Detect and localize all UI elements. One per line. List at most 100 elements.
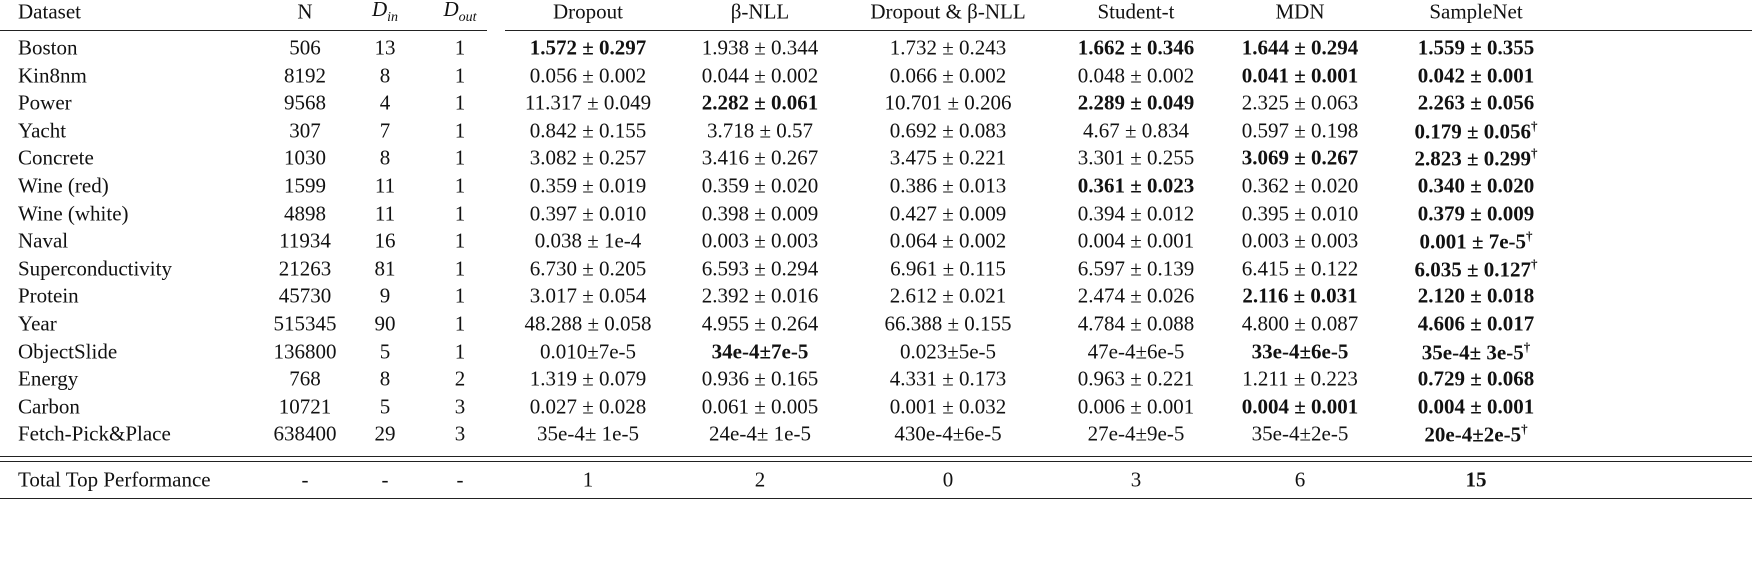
column-header: SampleNet (1429, 0, 1523, 24)
table-cell: 0.004 ± 0.001 (1418, 396, 1535, 417)
table-cell: Boston (18, 35, 78, 60)
table-cell: 0.395 ± 0.010 (1241, 201, 1359, 226)
table-cell: 6.597 ± 0.139 (1077, 256, 1195, 281)
table-cell: 11934 (279, 228, 331, 253)
table-cell: 1.938 ± 0.344 (701, 35, 819, 60)
table-cell: 0.427 ± 0.009 (889, 201, 1007, 226)
footnote-mark: † (1531, 256, 1538, 272)
table-cell: 0.359 ± 0.019 (529, 173, 647, 198)
table-cell-text: 0.004 ± 0.001 (1241, 394, 1359, 419)
table-cell: 2.823 ± 0.299† (1414, 147, 1537, 170)
table-cell: 3 (454, 394, 466, 419)
table-cell: Wine (white) (18, 201, 129, 226)
table-cell: 4898 (284, 201, 326, 226)
table-cell: 136800 (273, 339, 337, 364)
double-rule (0, 461, 1752, 462)
table-cell: 29 (374, 421, 396, 446)
table-cell-text: 0.001 ± 7e-5 (1419, 229, 1527, 254)
table-cell-text: 1.662 ± 0.346 (1077, 35, 1195, 60)
table-cell: 0.004 ± 0.001 (1242, 396, 1359, 417)
table-cell: 307 (289, 118, 321, 143)
column-header: Dropout (553, 0, 623, 24)
table-cell: 35e-4±2e-5 (1251, 421, 1349, 446)
table-cell: 1 (454, 90, 466, 115)
table-cell: 1 (454, 145, 466, 170)
footer-cell: 6 (1294, 467, 1306, 492)
footer-cell-text: 15 (1465, 467, 1487, 492)
table-cell: 33e-4±6e-5 (1252, 341, 1349, 362)
table-cell: 4.800 ± 0.087 (1241, 311, 1359, 336)
table-cell: 1 (454, 311, 466, 336)
column-header: Student-t (1097, 0, 1175, 24)
table-cell: 2.263 ± 0.056 (1417, 90, 1535, 115)
table-cell: 3.082 ± 0.257 (529, 145, 647, 170)
table-cell-text: 0.379 ± 0.009 (1417, 201, 1535, 226)
table-cell: Superconductivity (18, 256, 172, 281)
table-cell-text: 6.035 ± 0.127 (1414, 257, 1532, 282)
table-cell-text: 2.120 ± 0.018 (1417, 283, 1535, 308)
table-cell: 0.027 ± 0.028 (529, 394, 647, 419)
table-cell: 506 (289, 35, 321, 60)
subscript: out (458, 10, 477, 26)
table-cell: 1.732 ± 0.243 (889, 35, 1007, 60)
table-cell: 0.842 ± 0.155 (529, 118, 647, 143)
table-cell: 0.056 ± 0.002 (529, 63, 647, 88)
table-cell: 90 (374, 311, 396, 336)
column-header: Dataset (18, 0, 81, 24)
table-cell: 1 (454, 228, 466, 253)
table-cell: 47e-4±6e-5 (1087, 339, 1185, 364)
table-cell-text: 2.263 ± 0.056 (1417, 90, 1535, 115)
table-cell: 0.006 ± 0.001 (1077, 394, 1195, 419)
table-cell: 0.179 ± 0.056† (1414, 119, 1537, 142)
table-cell: 0.936 ± 0.165 (701, 366, 819, 391)
table-cell: 2.474 ± 0.026 (1077, 283, 1195, 308)
table-cell: 3.475 ± 0.221 (889, 145, 1007, 170)
column-header: MDN (1275, 0, 1325, 24)
table-cell: 0.397 ± 0.010 (529, 201, 647, 226)
bottom-rule (0, 498, 1752, 499)
column-header: Din (372, 0, 398, 25)
table-cell: 5 (379, 339, 391, 364)
footnote-mark: † (1526, 228, 1533, 244)
table-cell-text: 33e-4±6e-5 (1251, 339, 1349, 364)
table-cell: 20e-4±2e-5† (1424, 423, 1527, 446)
table-cell: Energy (18, 366, 79, 391)
table-cell: 0.729 ± 0.068 (1418, 368, 1535, 390)
table-cell: 81 (374, 256, 396, 281)
table-cell: 638400 (273, 421, 337, 446)
table-cell: 0.398 ± 0.009 (701, 201, 819, 226)
column-header: Dropout & β-NLL (870, 0, 1026, 24)
table-cell: 2.116 ± 0.031 (1242, 285, 1357, 307)
table-cell: 4.67 ± 0.834 (1082, 118, 1190, 143)
header-rule (0, 30, 487, 31)
table-cell: 0.038 ± 1e-4 (534, 228, 642, 253)
table-cell: 0.003 ± 0.003 (701, 228, 819, 253)
table-cell: 21263 (278, 256, 332, 281)
table-cell: 3.416 ± 0.267 (701, 145, 819, 170)
table-cell: Protein (18, 283, 79, 308)
table-cell: Fetch-Pick&Place (18, 421, 171, 446)
table-cell: Concrete (18, 145, 94, 170)
table-cell: 515345 (273, 311, 337, 336)
table-cell: 0.010±7e-5 (539, 339, 637, 364)
table-cell: 10721 (278, 394, 332, 419)
table-cell: 4.606 ± 0.017 (1418, 313, 1535, 335)
table-cell: 0.041 ± 0.001 (1242, 65, 1359, 86)
column-header: β-NLL (730, 0, 790, 24)
table-cell: 0.386 ± 0.013 (889, 173, 1007, 198)
table-cell: 1.644 ± 0.294 (1242, 37, 1359, 59)
table-cell: 35e-4± 1e-5 (537, 421, 639, 446)
table-cell: 1599 (284, 173, 326, 198)
table-cell: 3.301 ± 0.255 (1077, 145, 1195, 170)
table-cell: 2.325 ± 0.063 (1241, 90, 1359, 115)
double-rule (0, 456, 1752, 457)
table-cell: 3.718 ± 0.57 (706, 118, 814, 143)
table-cell: 1 (454, 35, 466, 60)
table-cell: 6.961 ± 0.115 (890, 256, 1006, 281)
table-cell-text: 0.004 ± 0.001 (1417, 394, 1535, 419)
table-cell: 1 (454, 63, 466, 88)
table-cell: 9568 (284, 90, 326, 115)
table-cell: 0.963 ± 0.221 (1077, 366, 1195, 391)
table-cell: 0.394 ± 0.012 (1077, 201, 1195, 226)
